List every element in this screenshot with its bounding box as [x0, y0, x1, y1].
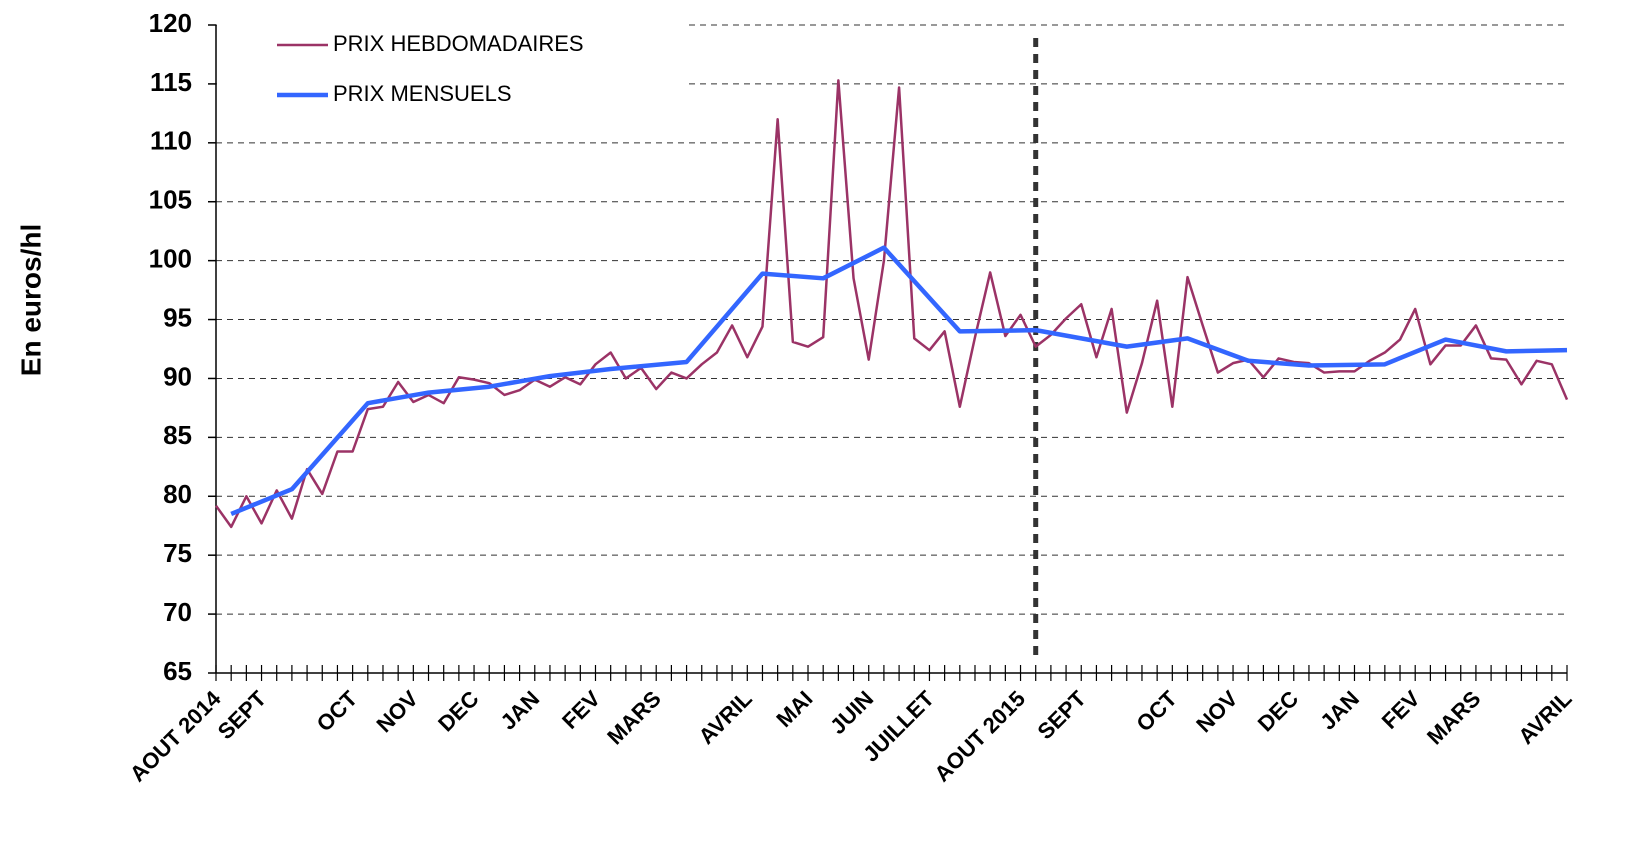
x-tick-label: AVRIL: [1513, 686, 1576, 749]
y-axis-label: En euros/hl: [15, 224, 46, 376]
x-tick-label: AOUT 2015: [929, 686, 1030, 787]
y-tick-label: 75: [163, 538, 192, 568]
x-tick-label: OCT: [1131, 685, 1182, 736]
y-tick-label: 95: [163, 302, 192, 332]
y-tick-label: 80: [163, 479, 192, 509]
legend-label: PRIX MENSUELS: [333, 81, 512, 106]
y-tick-label: 85: [163, 420, 192, 450]
x-tick-label: FEV: [557, 686, 605, 734]
x-tick-label: MARS: [602, 686, 665, 749]
x-tick-label: MARS: [1422, 686, 1485, 749]
legend-label: PRIX HEBDOMADAIRES: [333, 31, 584, 56]
x-tick-label: JAN: [496, 686, 545, 735]
y-tick-label: 115: [150, 67, 192, 97]
y-tick-label: 70: [163, 597, 192, 627]
x-tick-label: NOV: [1191, 686, 1243, 738]
y-tick-label: 90: [163, 361, 192, 391]
x-tick-label: OCT: [312, 685, 363, 736]
x-tick-label: DEC: [433, 686, 484, 737]
y-tick-label: 65: [163, 656, 192, 686]
x-tick-label: JAN: [1315, 686, 1364, 735]
y-tick-label: 105: [149, 185, 192, 215]
x-tick-label: FEV: [1377, 686, 1425, 734]
x-tick-label: SEPT: [1032, 685, 1091, 744]
series-line: [214, 79, 1569, 529]
x-tick-label: NOV: [371, 686, 423, 738]
y-tick-label: 100: [149, 244, 192, 274]
series-line: [230, 245, 1568, 517]
x-tick-label: AOUT 2014: [125, 685, 226, 786]
x-tick-label: DEC: [1253, 686, 1304, 737]
x-tick-label: MAI: [771, 686, 817, 732]
x-tick-label: JUIN: [825, 686, 878, 739]
x-tick-label: SEPT: [213, 685, 272, 744]
y-tick-label: 120: [149, 8, 192, 38]
y-tick-label: 110: [150, 126, 192, 156]
x-tick-label: AVRIL: [694, 686, 757, 749]
